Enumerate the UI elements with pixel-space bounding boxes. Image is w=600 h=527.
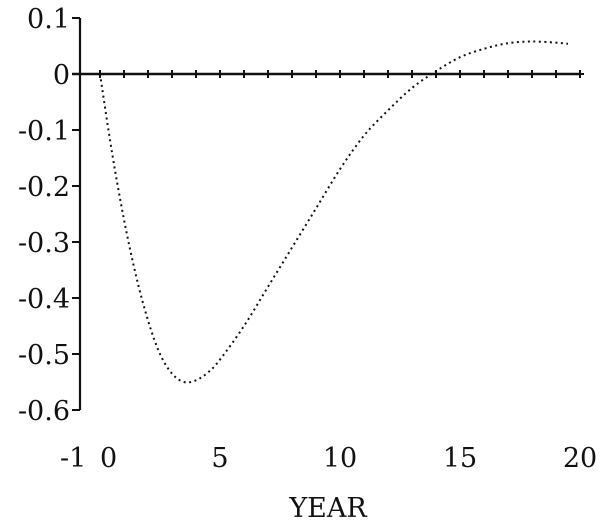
y-tick-label: 0 — [53, 60, 70, 91]
zero-series-point — [456, 70, 464, 78]
x-axis-title: YEAR — [288, 493, 367, 524]
zero-series-point — [312, 70, 320, 78]
zero-series-point — [408, 70, 416, 78]
zero-series-point — [528, 70, 536, 78]
zero-series-point — [264, 70, 272, 78]
zero-series-point — [168, 70, 176, 78]
dotted-series-line — [99, 40, 569, 384]
zero-series-point — [336, 70, 344, 78]
x-axis: -1 0 5 10 15 20 — [60, 443, 597, 474]
x-tick-label: 0 — [100, 443, 117, 474]
zero-series-point — [360, 70, 368, 78]
series-layer — [72, 40, 584, 384]
zero-series-point — [504, 70, 512, 78]
x-tick-label: 5 — [211, 443, 228, 474]
zero-series-point — [216, 70, 224, 78]
zero-series-point — [144, 70, 152, 78]
zero-series-point — [240, 70, 248, 78]
y-tick-label: -0.2 — [18, 172, 70, 203]
x-tick-label: 20 — [563, 443, 597, 474]
x-tick-label: 10 — [323, 443, 357, 474]
zero-series-point — [480, 70, 488, 78]
x-tick-label: 15 — [443, 443, 477, 474]
y-tick-label: -0.5 — [18, 340, 70, 371]
y-tick-label: 0.1 — [27, 4, 70, 35]
zero-series-point — [120, 70, 128, 78]
zero-series-point — [288, 70, 296, 78]
zero-series-point — [552, 70, 560, 78]
y-tick-label: -0.6 — [18, 396, 70, 427]
y-tick-label: -0.3 — [18, 228, 70, 259]
x-tick-label: -1 — [60, 443, 86, 474]
y-tick-label: -0.4 — [18, 284, 70, 315]
y-tick-label: -0.1 — [18, 116, 70, 147]
zero-series-point — [384, 70, 392, 78]
y-axis: 0.1 0 -0.1 -0.2 -0.3 -0.4 -0.5 -0.6 — [18, 4, 82, 427]
zero-series-point — [192, 70, 200, 78]
zero-series-point — [576, 70, 584, 78]
